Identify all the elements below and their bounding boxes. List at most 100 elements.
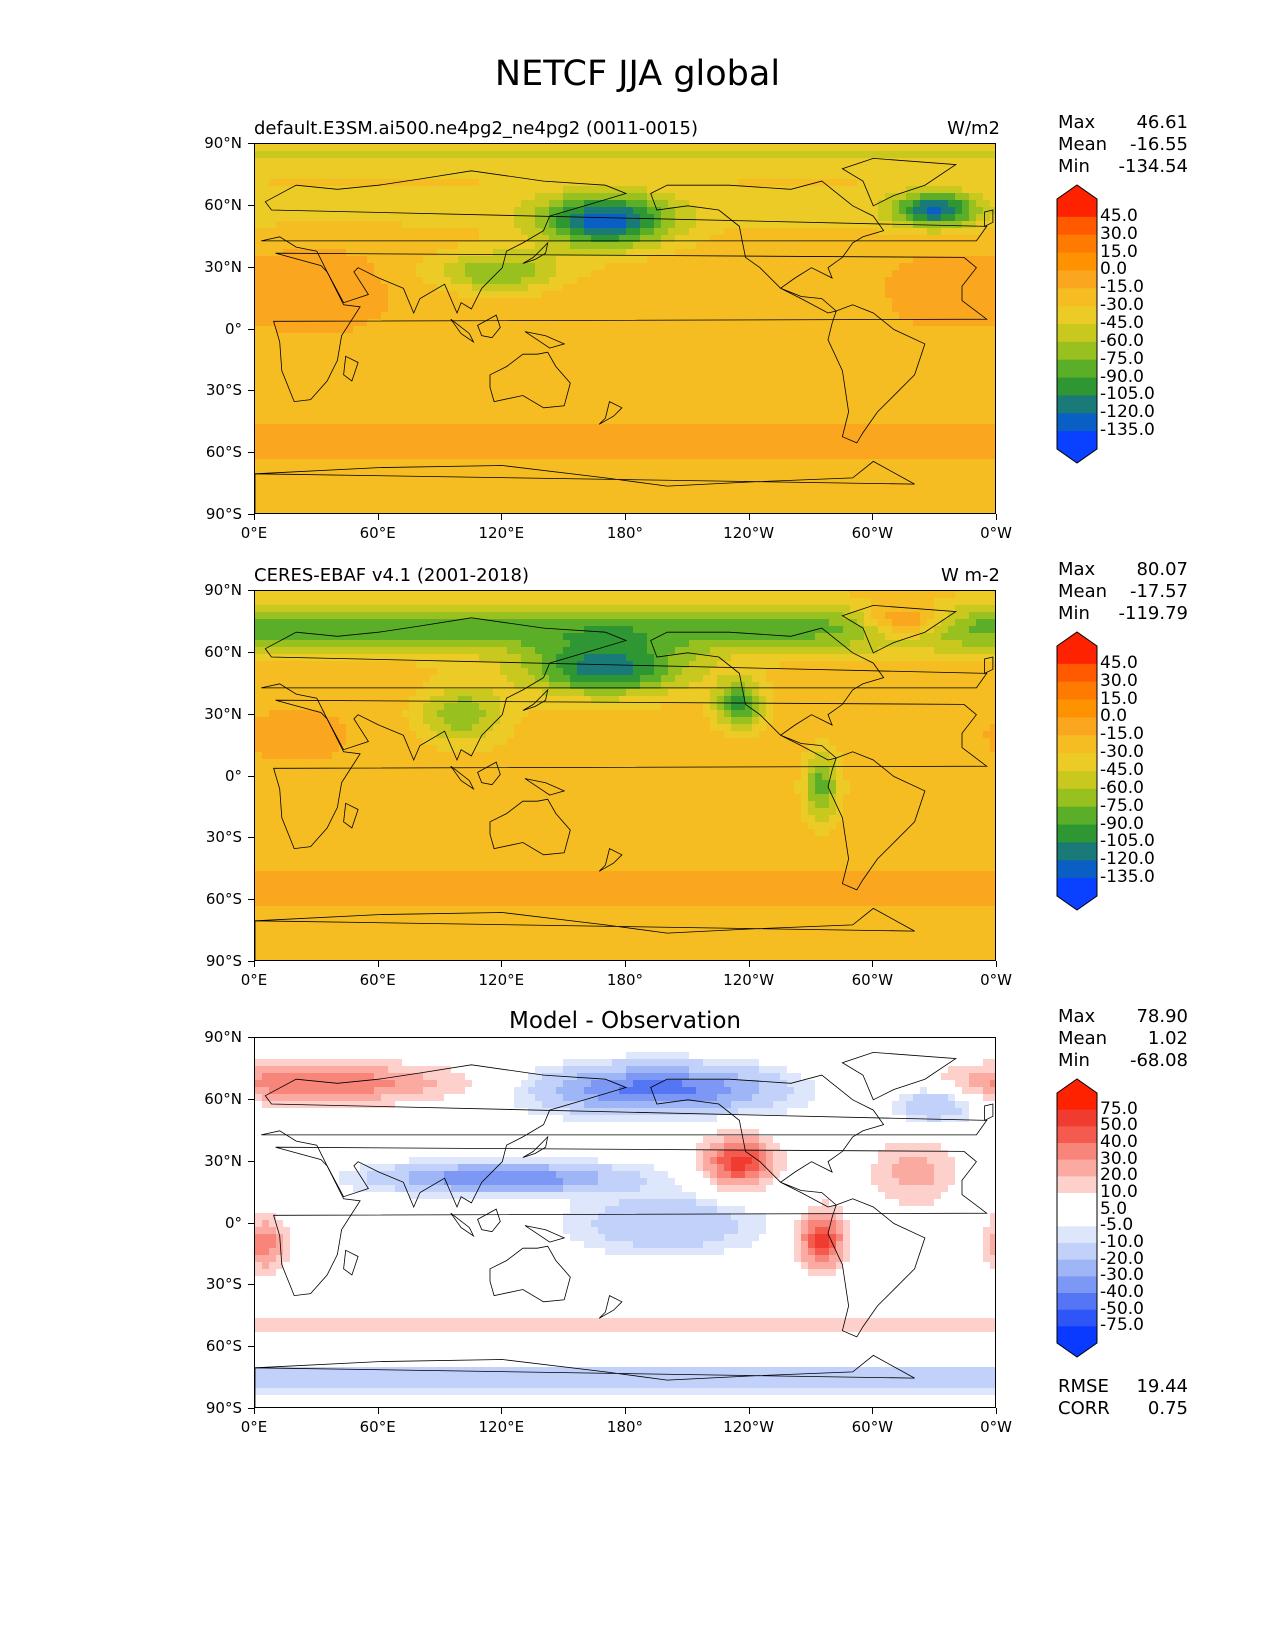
contour-field (255, 144, 995, 513)
colorbar-tick-label: -5.0 (1100, 1215, 1134, 1236)
colorbar-tick-label: 30.0 (1100, 670, 1138, 691)
x-tick-label: 60°W (851, 971, 894, 989)
y-tick-label: 30°N (204, 257, 242, 276)
x-tick-label: 60°E (359, 1418, 396, 1436)
y-tick-mark (248, 143, 254, 144)
colorbar-tick-label: -135.0 (1100, 867, 1155, 888)
x-tick-label: 60°E (359, 524, 396, 542)
colorbar-tick-label: -75.0 (1100, 795, 1144, 816)
x-tick-mark (996, 514, 997, 520)
colorbar-tick-label: -90.0 (1100, 813, 1144, 834)
y-tick-label: 60°N (204, 195, 242, 214)
x-tick-label: 180° (606, 1418, 644, 1436)
stat-value: -134.54 (1118, 156, 1188, 177)
y-tick-label: 0° (224, 1213, 242, 1232)
y-tick-mark (248, 1284, 254, 1286)
colorbar-tick-label: 30.0 (1100, 223, 1138, 244)
map-field-svg (255, 144, 995, 513)
stat-label: Mean (1058, 134, 1108, 155)
colorbar (1056, 1078, 1098, 1358)
y-tick-label: 90°S (205, 505, 242, 523)
colorbar-tick-label: 50.0 (1100, 1115, 1138, 1136)
y-tick-label: 90°N (204, 134, 242, 152)
x-tick-mark (254, 1408, 255, 1414)
y-tick-mark (248, 1222, 254, 1224)
map-plot-area (254, 590, 996, 961)
stats-block: Max 80.07 Mean -17.57 Min -119.79 (1058, 559, 1188, 625)
x-tick-mark (996, 1408, 997, 1414)
x-tick-mark (625, 961, 626, 967)
y-tick-mark (248, 713, 254, 715)
colorbar-tick-label: 75.0 (1100, 1098, 1138, 1119)
colorbar-tick-label: -20.0 (1100, 1248, 1144, 1269)
stat-row: Min -134.54 (1058, 156, 1188, 178)
y-tick-mark (248, 266, 254, 268)
x-tick-label: 0°E (240, 971, 268, 989)
stat-value: -68.08 (1129, 1050, 1188, 1071)
metric-label: CORR (1058, 1398, 1110, 1419)
metric-row: CORR 0.75 (1058, 1398, 1188, 1420)
x-tick-mark (501, 1408, 503, 1414)
x-tick-label: 120°W (723, 971, 775, 989)
y-tick-mark (248, 961, 254, 962)
y-tick-mark (248, 899, 254, 901)
y-tick-label: 60°N (204, 642, 242, 661)
stats-block: Max 46.61 Mean -16.55 Min -134.54 (1058, 112, 1188, 178)
x-tick-label: 0°W (980, 971, 1012, 989)
y-tick-label: 90°S (205, 952, 242, 970)
map-field-svg (255, 591, 995, 960)
contour-field (255, 1038, 995, 1407)
map-plot-area (254, 143, 996, 514)
colorbar (1056, 631, 1098, 911)
x-tick-mark (748, 961, 750, 967)
x-tick-label: 120°E (478, 971, 525, 989)
x-tick-label: 60°W (851, 524, 894, 542)
colorbar-tick-label: 40.0 (1100, 1132, 1138, 1152)
stat-row: Max 46.61 (1058, 112, 1188, 134)
metric-value: 19.44 (1136, 1376, 1188, 1397)
colorbar-tick-label: -10.0 (1100, 1232, 1144, 1252)
stat-label: Min (1058, 1050, 1090, 1071)
stat-row: Max 80.07 (1058, 559, 1188, 581)
colorbar-tick-label: 10.0 (1100, 1182, 1138, 1202)
panel-center-title: Model - Observation (508, 1008, 742, 1034)
colorbar-tick-label: -105.0 (1100, 384, 1155, 405)
x-tick-mark (625, 514, 626, 520)
stat-label: Max (1058, 112, 1096, 133)
x-tick-mark (254, 961, 255, 967)
colorbar-tick-label: -45.0 (1100, 313, 1144, 333)
metric-label: RMSE (1058, 1376, 1109, 1397)
y-tick-label: 90°S (205, 1399, 242, 1417)
map-plot-area (254, 1037, 996, 1408)
colorbar-tick-label: -15.0 (1100, 724, 1144, 745)
y-tick-label: 0° (224, 319, 242, 338)
y-tick-mark (248, 390, 254, 392)
stat-row: Max 78.90 (1058, 1006, 1188, 1028)
y-tick-label: 30°N (204, 704, 242, 723)
colorbar-tick-label: 15.0 (1100, 688, 1138, 709)
stat-value: 78.90 (1136, 1006, 1188, 1027)
x-tick-label: 120°E (478, 524, 525, 542)
y-tick-mark (248, 204, 254, 206)
x-tick-mark (748, 514, 750, 520)
colorbar-tick-label: 20.0 (1100, 1165, 1138, 1186)
colorbar-tick-label: -60.0 (1100, 777, 1144, 798)
x-tick-mark (996, 961, 997, 967)
stat-value: 80.07 (1136, 559, 1188, 580)
y-tick-mark (248, 1408, 254, 1409)
x-tick-mark (377, 1408, 379, 1414)
x-tick-mark (501, 514, 503, 520)
x-tick-label: 180° (606, 971, 644, 989)
x-tick-label: 120°W (723, 1418, 775, 1436)
colorbar-tick-label: 45.0 (1100, 652, 1138, 673)
x-tick-mark (872, 961, 874, 967)
y-tick-label: 90°N (204, 1028, 242, 1046)
x-tick-label: 60°E (359, 971, 396, 989)
panel-units-label: W/m2 (947, 118, 1000, 139)
colorbar-tick-label: 0.0 (1100, 259, 1128, 280)
y-tick-mark (248, 651, 254, 653)
x-tick-mark (377, 514, 379, 520)
colorbar-tick-label: 30.0 (1100, 1148, 1138, 1169)
colorbar-tick-label: -30.0 (1100, 1265, 1144, 1286)
x-tick-mark (748, 1408, 750, 1414)
